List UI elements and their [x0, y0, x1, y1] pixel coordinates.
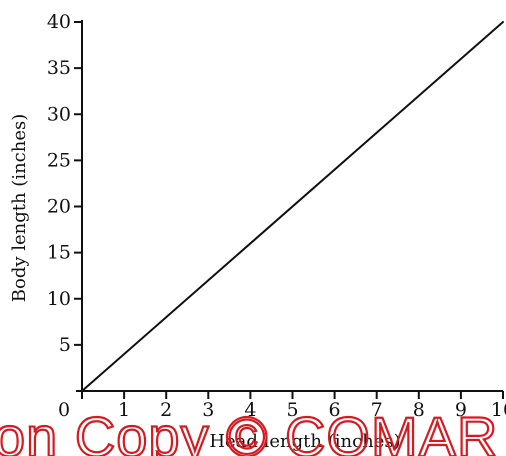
- x-axis-title: Head length (inches): [209, 431, 400, 452]
- x-tick-label: 9: [455, 399, 467, 421]
- tick-labels: 5 10 15 20 25 30 35 40 1 2 3 4 5 6 7 8 9 10 0: [47, 11, 506, 421]
- ticks: [74, 21, 504, 399]
- axes: [76, 20, 503, 397]
- watermark: on Copy © COMAR: [0, 405, 498, 456]
- series-line: [81, 21, 504, 392]
- x-tick-label: 10: [491, 399, 506, 421]
- y-axis-title: Body length (inches): [9, 114, 30, 303]
- origin-label: 0: [58, 399, 70, 421]
- x-tick-label: 6: [329, 399, 341, 421]
- y-tick-label: 40: [47, 11, 71, 33]
- y-tick-label: 15: [47, 242, 71, 264]
- y-tick-label: 30: [47, 103, 71, 125]
- x-tick-label: 7: [371, 399, 383, 421]
- y-tick-label: 10: [47, 288, 71, 310]
- x-tick-label: 8: [413, 399, 425, 421]
- y-tick-label: 5: [59, 334, 71, 356]
- x-tick-label: 4: [244, 399, 256, 421]
- y-tick-label: 25: [47, 149, 71, 171]
- series: [81, 21, 504, 392]
- y-tick-label: 35: [47, 57, 71, 79]
- x-tick-label: 5: [286, 399, 298, 421]
- x-tick-label: 2: [160, 399, 172, 421]
- y-tick-label: 20: [47, 196, 71, 218]
- x-tick-label: 3: [202, 399, 214, 421]
- x-tick-label: 1: [118, 399, 130, 421]
